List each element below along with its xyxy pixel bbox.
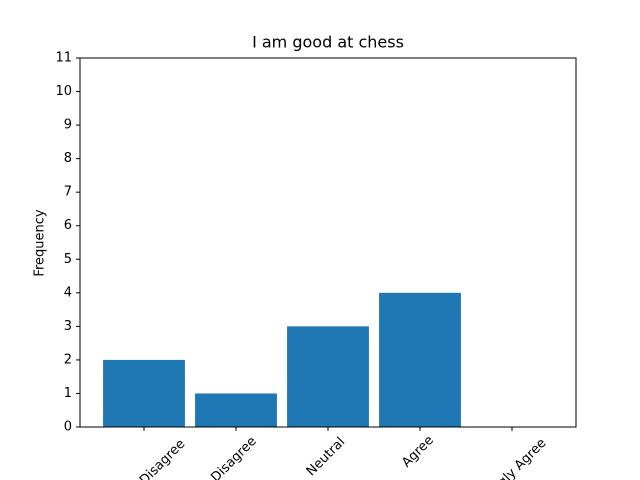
- bar: [287, 326, 369, 427]
- y-tick-label: 5: [64, 252, 72, 267]
- chart-title: I am good at chess: [252, 33, 404, 52]
- y-tick-label: 3: [64, 319, 72, 334]
- y-tick-label: 10: [55, 84, 72, 99]
- y-tick-label: 0: [64, 420, 72, 435]
- x-tick-label: Neutral: [304, 435, 349, 480]
- y-tick-label: 2: [64, 352, 72, 367]
- bar: [195, 393, 277, 427]
- x-tick-label: Disagree: [208, 434, 259, 480]
- y-tick-label: 4: [64, 285, 72, 300]
- y-tick-label: 11: [55, 51, 72, 66]
- plot-frame: [79, 57, 577, 428]
- y-tick-label: 8: [64, 151, 72, 166]
- y-tick-label: 6: [64, 218, 72, 233]
- y-tick-label: 1: [64, 386, 72, 401]
- y-tick-label: 7: [64, 185, 72, 200]
- y-axis-label: Frequency: [33, 209, 48, 276]
- x-tick-label: Strongly Agree: [471, 436, 550, 480]
- bar: [379, 292, 461, 427]
- bar: [103, 359, 185, 427]
- y-tick-label: 9: [64, 118, 72, 133]
- x-tick-label: Strongly Disagree: [96, 437, 189, 480]
- x-tick-label: Agree: [399, 433, 437, 471]
